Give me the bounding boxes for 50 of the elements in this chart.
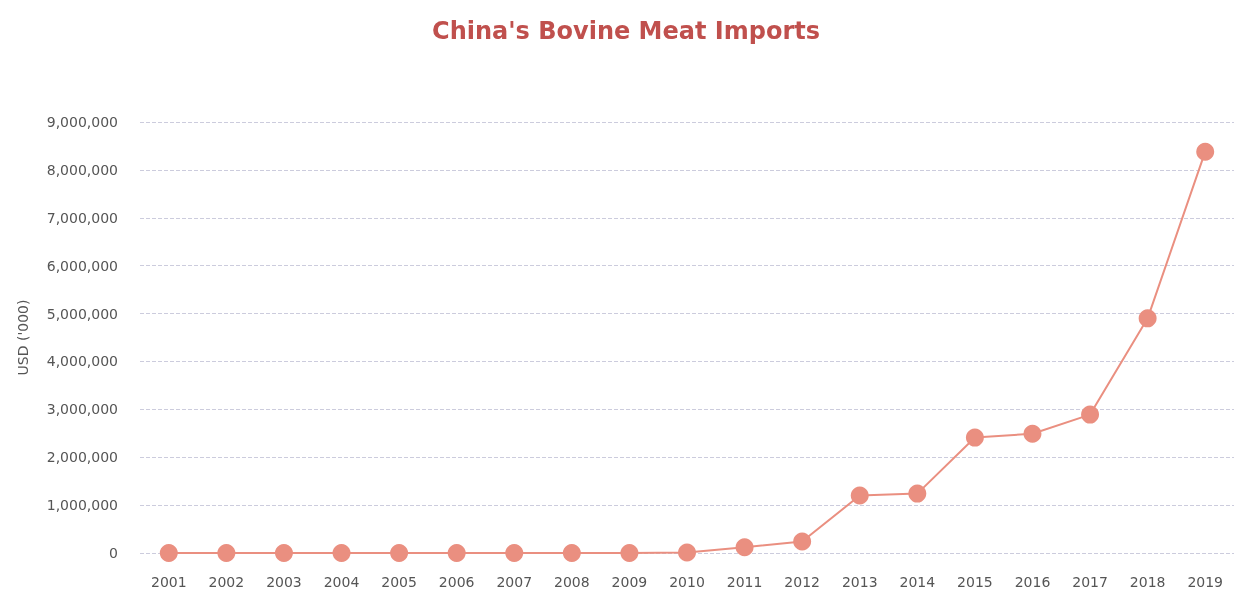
y-tick-label: 3,000,000: [46, 401, 118, 418]
y-tick-label: 2,000,000: [46, 449, 118, 466]
point: [1196, 142, 1215, 161]
x-tick-label: 2008: [554, 574, 590, 590]
point: [1023, 424, 1042, 443]
x-tick-label: 2006: [438, 574, 475, 590]
point: [735, 538, 754, 557]
point: [793, 532, 812, 551]
y-tick-label: 6,000,000: [46, 257, 118, 274]
point: [908, 484, 927, 503]
x-tick-label: 2010: [669, 574, 705, 590]
x-tick-label: 2016: [1014, 574, 1051, 590]
x-tick-label: 2002: [208, 574, 245, 590]
x-tick-label: 2017: [1072, 574, 1108, 590]
x-tick-label: 2012: [784, 574, 820, 590]
y-tick-label: 4,000,000: [46, 353, 118, 370]
point: [159, 544, 178, 562]
x-tick-label: 2001: [150, 574, 187, 590]
y-tick-label: 8,000,000: [46, 161, 118, 178]
point: [1081, 405, 1100, 424]
x-tick-label: 2019: [1187, 574, 1224, 590]
point: [217, 544, 236, 562]
point: [447, 544, 466, 562]
x-tick-label: 2014: [899, 574, 936, 590]
point: [390, 544, 409, 562]
x-tick-label: 2004: [323, 574, 360, 590]
y-tick-label: 9,000,000: [46, 114, 118, 130]
y-tick-label: 0: [109, 545, 118, 561]
point: [965, 428, 984, 447]
y-tick-label: 1,000,000: [46, 497, 118, 514]
x-tick-label: 2009: [611, 574, 648, 590]
x-tick-label: 2015: [957, 574, 993, 590]
point: [274, 544, 293, 562]
point: [850, 486, 869, 505]
x-tick-label: 2013: [841, 574, 878, 590]
point: [332, 544, 351, 562]
y-tick-label: 7,000,000: [46, 209, 118, 226]
x-tick-label: 2007: [496, 574, 533, 590]
point: [678, 543, 696, 562]
chart-title: China's Bovine Meat Imports: [432, 17, 820, 45]
x-tick-label: 2003: [266, 574, 302, 590]
x-tick-label: 2018: [1129, 574, 1166, 590]
x-tick-label: 2005: [381, 574, 417, 590]
x-tick-label: 2011: [726, 574, 763, 590]
y-tick-label: 5,000,000: [46, 305, 118, 322]
y-axis-title: USD ('000): [15, 299, 31, 376]
point: [620, 544, 639, 562]
point: [562, 544, 581, 562]
point: [505, 544, 524, 562]
point: [1138, 309, 1157, 328]
